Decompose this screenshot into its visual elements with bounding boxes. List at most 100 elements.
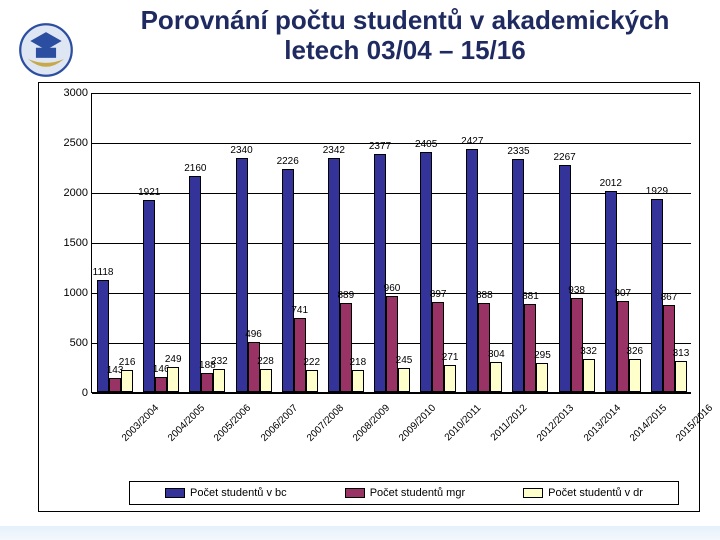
bar-value-label: 960 xyxy=(384,283,401,294)
gridline xyxy=(92,393,691,394)
bar-value-label: 907 xyxy=(614,288,631,299)
bar-dr xyxy=(167,367,179,392)
bar-value-label: 304 xyxy=(488,349,505,360)
bar-mgr xyxy=(155,377,167,392)
x-tick-label: 2013/2014 xyxy=(582,403,623,444)
bar-value-label: 867 xyxy=(661,292,678,303)
bar-value-label: 2342 xyxy=(323,145,345,156)
gridline xyxy=(92,143,691,144)
bar-mgr xyxy=(386,296,398,392)
bar-dr xyxy=(583,359,595,392)
bar-dr xyxy=(675,361,687,392)
legend-swatch xyxy=(165,488,185,498)
bar-mgr xyxy=(524,304,536,392)
x-tick-label: 2010/2011 xyxy=(443,403,484,444)
bar-value-label: 332 xyxy=(580,346,597,357)
bar-value-label: 496 xyxy=(245,329,262,340)
bar-value-label: 218 xyxy=(350,357,367,368)
bar-mgr xyxy=(248,342,260,392)
bar-dr xyxy=(121,370,133,392)
slide-title: Porovnání počtu studentů v akademických … xyxy=(110,6,700,66)
y-tick-label: 1500 xyxy=(52,237,88,249)
y-tick-label: 0 xyxy=(52,387,88,399)
bar-value-label: 888 xyxy=(476,290,493,301)
legend: Počet studentů v bc Počet studentů mgr Poč… xyxy=(129,481,679,505)
bar-bc xyxy=(466,149,478,392)
bar-bc xyxy=(282,169,294,392)
bar-value-label: 2427 xyxy=(461,136,483,147)
bar-value-label: 897 xyxy=(430,289,447,300)
bar-bc xyxy=(559,165,571,392)
bar-dr xyxy=(629,359,641,392)
bar-value-label: 881 xyxy=(522,291,539,302)
bar-value-label: 2267 xyxy=(553,152,575,163)
legend-swatch xyxy=(345,488,365,498)
bar-value-label: 1118 xyxy=(93,267,114,278)
y-tick-label: 3000 xyxy=(52,87,88,99)
x-tick-label: 2004/2005 xyxy=(166,403,207,444)
bar-bc xyxy=(374,154,386,392)
bar-bc xyxy=(236,158,248,392)
bar-mgr xyxy=(109,378,121,392)
bar-bc xyxy=(512,159,524,393)
x-tick-label: 2009/2010 xyxy=(397,403,438,444)
legend-swatch xyxy=(523,488,543,498)
bar-dr xyxy=(398,368,410,393)
legend-label: Počet studentů v dr xyxy=(548,487,643,499)
bar-dr xyxy=(490,362,502,392)
bar-value-label: 2226 xyxy=(277,156,299,167)
bar-value-label: 232 xyxy=(211,356,228,367)
plot-area: 0500100015002000250030001118143216192114… xyxy=(91,93,691,393)
bar-value-label: 1929 xyxy=(646,186,668,197)
x-axis-labels: 2003/20042004/20052005/20062006/20072007… xyxy=(91,395,691,465)
gridline xyxy=(92,193,691,194)
gridline xyxy=(92,243,691,244)
university-logo xyxy=(18,22,74,78)
bar-dr xyxy=(352,370,364,392)
x-tick-label: 2003/2004 xyxy=(120,403,161,444)
bar-value-label: 2405 xyxy=(415,139,437,150)
y-tick-label: 2500 xyxy=(52,137,88,149)
bar-mgr xyxy=(478,303,490,392)
bar-value-label: 2377 xyxy=(369,141,391,152)
x-tick-label: 2015/2016 xyxy=(674,403,715,444)
bar-mgr xyxy=(432,302,444,392)
slide-bottom-strip xyxy=(0,526,720,540)
y-tick-label: 2000 xyxy=(52,187,88,199)
bar-dr xyxy=(260,369,272,392)
gridline xyxy=(92,93,691,94)
bar-value-label: 295 xyxy=(534,350,551,361)
legend-label: Počet studentů mgr xyxy=(370,487,465,499)
x-tick-label: 2012/2013 xyxy=(535,403,576,444)
bar-value-label: 2340 xyxy=(230,145,252,156)
chart-frame: 0500100015002000250030001118143216192114… xyxy=(38,82,700,512)
legend-item-mgr: Počet studentů mgr xyxy=(345,487,465,499)
bar-dr xyxy=(536,363,548,393)
bar-dr xyxy=(306,370,318,392)
bar-bc xyxy=(328,158,340,392)
bar-value-label: 245 xyxy=(396,355,413,366)
bar-bc xyxy=(420,152,432,393)
bar-value-label: 216 xyxy=(119,357,136,368)
bar-value-label: 2160 xyxy=(184,163,206,174)
legend-item-dr: Počet studentů v dr xyxy=(523,487,643,499)
x-tick-label: 2014/2015 xyxy=(628,403,669,444)
bar-value-label: 313 xyxy=(673,348,690,359)
bar-value-label: 938 xyxy=(568,285,585,296)
bar-value-label: 889 xyxy=(338,290,355,301)
bar-mgr xyxy=(201,373,213,392)
bar-dr xyxy=(213,369,225,392)
bar-value-label: 271 xyxy=(442,352,459,363)
bar-value-label: 741 xyxy=(291,305,308,316)
x-tick-label: 2007/2008 xyxy=(305,403,346,444)
bar-value-label: 228 xyxy=(257,356,274,367)
x-tick-label: 2008/2009 xyxy=(351,403,392,444)
bar-value-label: 1921 xyxy=(138,187,160,198)
y-tick-label: 1000 xyxy=(52,287,88,299)
x-tick-label: 2011/2012 xyxy=(489,403,530,444)
bar-mgr xyxy=(340,303,352,392)
bar-dr xyxy=(444,365,456,392)
legend-item-bc: Počet studentů v bc xyxy=(165,487,287,499)
bar-value-label: 2012 xyxy=(600,178,622,189)
bar-mgr xyxy=(294,318,306,392)
